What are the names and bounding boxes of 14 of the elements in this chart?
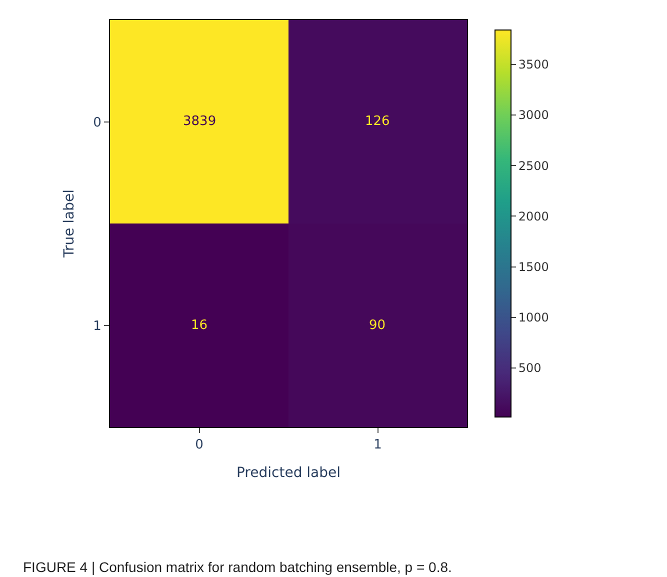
x-axis-title: Predicted label xyxy=(236,464,341,481)
y-axis-title: True label xyxy=(62,189,78,259)
color-bar-label: 2000 xyxy=(518,209,549,224)
color-bar-label: 1000 xyxy=(518,310,549,325)
color-bar-label: 1500 xyxy=(518,260,549,274)
data-label: 16 xyxy=(191,318,208,333)
color-bar-label: 500 xyxy=(518,361,542,376)
caption: FIGURE 4 | Confusion matrix for random batching ensemble, p = 0.8. xyxy=(23,559,452,575)
color-bar-label: 2500 xyxy=(518,158,549,173)
data-label: 3839 xyxy=(183,114,216,129)
color-bar-label: 3500 xyxy=(518,58,549,72)
data-label: 126 xyxy=(365,114,390,129)
color-bar-label: 3000 xyxy=(518,108,549,122)
data-label: 90 xyxy=(369,318,386,333)
